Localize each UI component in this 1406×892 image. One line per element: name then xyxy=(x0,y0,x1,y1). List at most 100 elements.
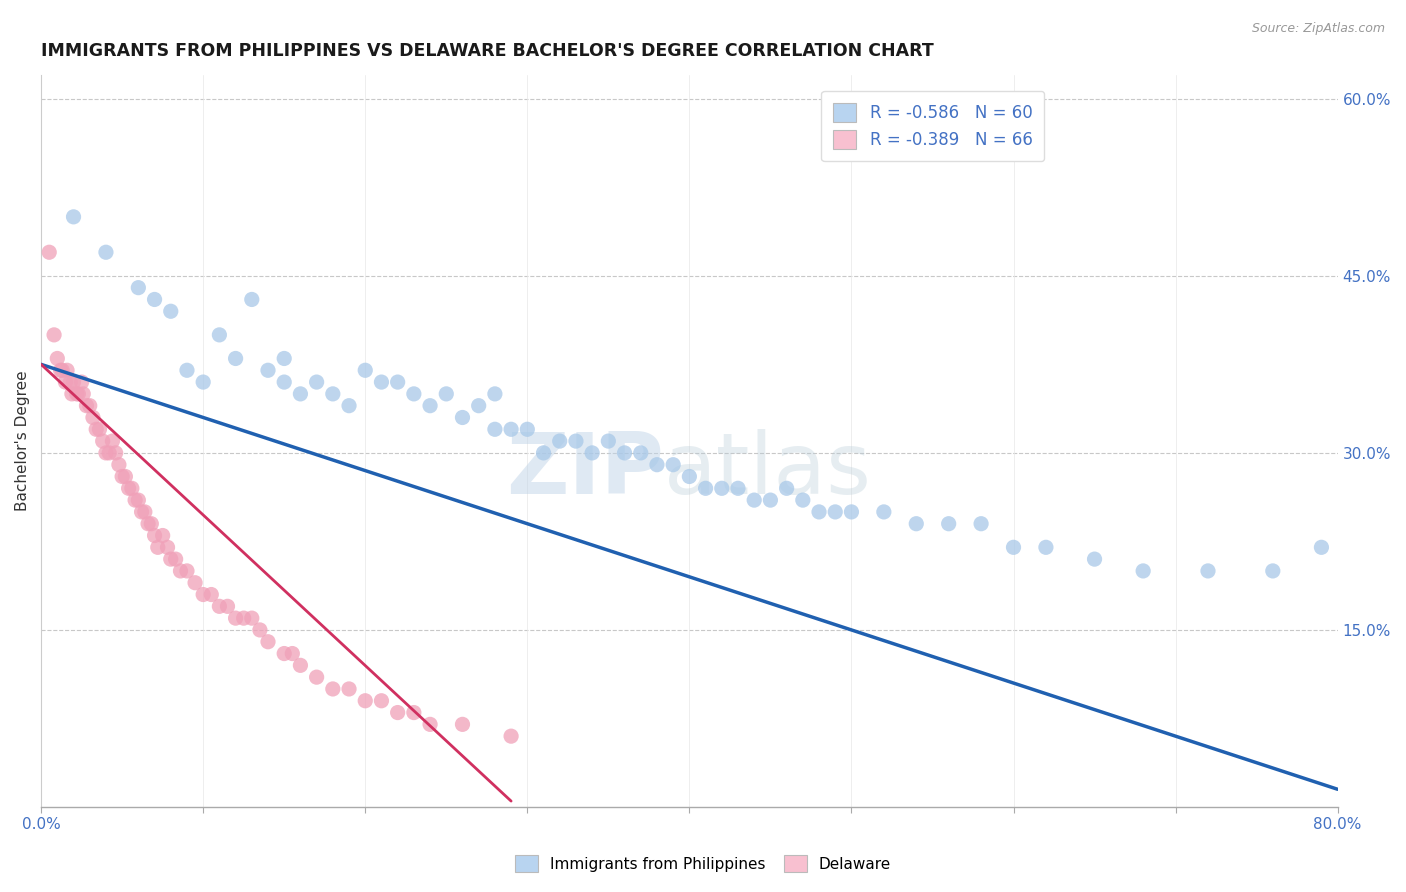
Point xyxy=(1035,541,1057,555)
Point xyxy=(1002,541,1025,555)
Point xyxy=(225,611,247,625)
Point xyxy=(232,611,254,625)
Point xyxy=(67,387,90,401)
Point xyxy=(305,670,328,684)
Point xyxy=(501,729,523,743)
Point xyxy=(322,387,344,401)
Point xyxy=(217,599,239,614)
Point xyxy=(678,469,700,483)
Point xyxy=(76,399,98,413)
Point xyxy=(240,293,263,307)
Text: ZIP: ZIP xyxy=(506,429,664,512)
Point xyxy=(281,647,304,661)
Legend: Immigrants from Philippines, Delaware: Immigrants from Philippines, Delaware xyxy=(508,847,898,880)
Point xyxy=(176,564,198,578)
Point xyxy=(257,634,280,648)
Point xyxy=(290,658,312,673)
Y-axis label: Bachelor's Degree: Bachelor's Degree xyxy=(15,371,30,511)
Point xyxy=(60,387,83,401)
Point xyxy=(970,516,993,531)
Point xyxy=(645,458,668,472)
Point xyxy=(742,493,765,508)
Point xyxy=(305,375,328,389)
Point xyxy=(56,363,79,377)
Point xyxy=(387,706,409,720)
Point xyxy=(62,210,84,224)
Point xyxy=(114,469,136,483)
Point xyxy=(240,611,263,625)
Point xyxy=(225,351,247,366)
Point xyxy=(581,446,603,460)
Point xyxy=(354,363,377,377)
Point xyxy=(159,552,181,566)
Point xyxy=(134,505,156,519)
Point xyxy=(176,363,198,377)
Point xyxy=(193,588,215,602)
Text: Source: ZipAtlas.com: Source: ZipAtlas.com xyxy=(1251,22,1385,36)
Point xyxy=(208,599,231,614)
Point xyxy=(91,434,114,448)
Point xyxy=(38,245,60,260)
Text: IMMIGRANTS FROM PHILIPPINES VS DELAWARE BACHELOR'S DEGREE CORRELATION CHART: IMMIGRANTS FROM PHILIPPINES VS DELAWARE … xyxy=(41,42,934,60)
Point xyxy=(46,351,69,366)
Point xyxy=(249,623,271,637)
Point xyxy=(169,564,191,578)
Point xyxy=(775,481,797,495)
Point xyxy=(143,528,166,542)
Point xyxy=(841,505,863,519)
Point xyxy=(1261,564,1284,578)
Point xyxy=(402,387,425,401)
Point xyxy=(419,399,441,413)
Point xyxy=(94,245,117,260)
Point xyxy=(1197,564,1219,578)
Point xyxy=(451,410,474,425)
Point xyxy=(322,681,344,696)
Point xyxy=(613,446,636,460)
Point xyxy=(94,446,117,460)
Point xyxy=(72,387,94,401)
Point xyxy=(1083,552,1105,566)
Text: atlas: atlas xyxy=(664,429,872,512)
Point xyxy=(290,387,312,401)
Point xyxy=(101,434,124,448)
Point xyxy=(104,446,127,460)
Point xyxy=(337,681,360,696)
Point xyxy=(402,706,425,720)
Point xyxy=(79,399,101,413)
Point xyxy=(337,399,360,413)
Point xyxy=(1132,564,1154,578)
Point xyxy=(370,375,392,389)
Point xyxy=(257,363,280,377)
Point xyxy=(208,327,231,342)
Point xyxy=(98,446,121,460)
Point xyxy=(467,399,489,413)
Point xyxy=(165,552,187,566)
Point xyxy=(419,717,441,731)
Point xyxy=(565,434,588,448)
Point xyxy=(82,410,104,425)
Point xyxy=(484,422,506,436)
Point xyxy=(727,481,749,495)
Point xyxy=(42,327,65,342)
Point xyxy=(938,516,960,531)
Point xyxy=(533,446,555,460)
Point xyxy=(354,694,377,708)
Point xyxy=(630,446,652,460)
Legend: R = -0.586   N = 60, R = -0.389   N = 66: R = -0.586 N = 60, R = -0.389 N = 66 xyxy=(821,91,1045,161)
Point xyxy=(808,505,831,519)
Point xyxy=(873,505,896,519)
Point xyxy=(66,387,89,401)
Point xyxy=(51,363,73,377)
Point xyxy=(143,293,166,307)
Point xyxy=(184,575,207,590)
Point xyxy=(710,481,733,495)
Point xyxy=(273,351,295,366)
Point xyxy=(200,588,222,602)
Point xyxy=(792,493,814,508)
Point xyxy=(156,541,179,555)
Point xyxy=(59,375,82,389)
Point xyxy=(501,422,523,436)
Point xyxy=(434,387,457,401)
Point xyxy=(152,528,174,542)
Point xyxy=(146,541,169,555)
